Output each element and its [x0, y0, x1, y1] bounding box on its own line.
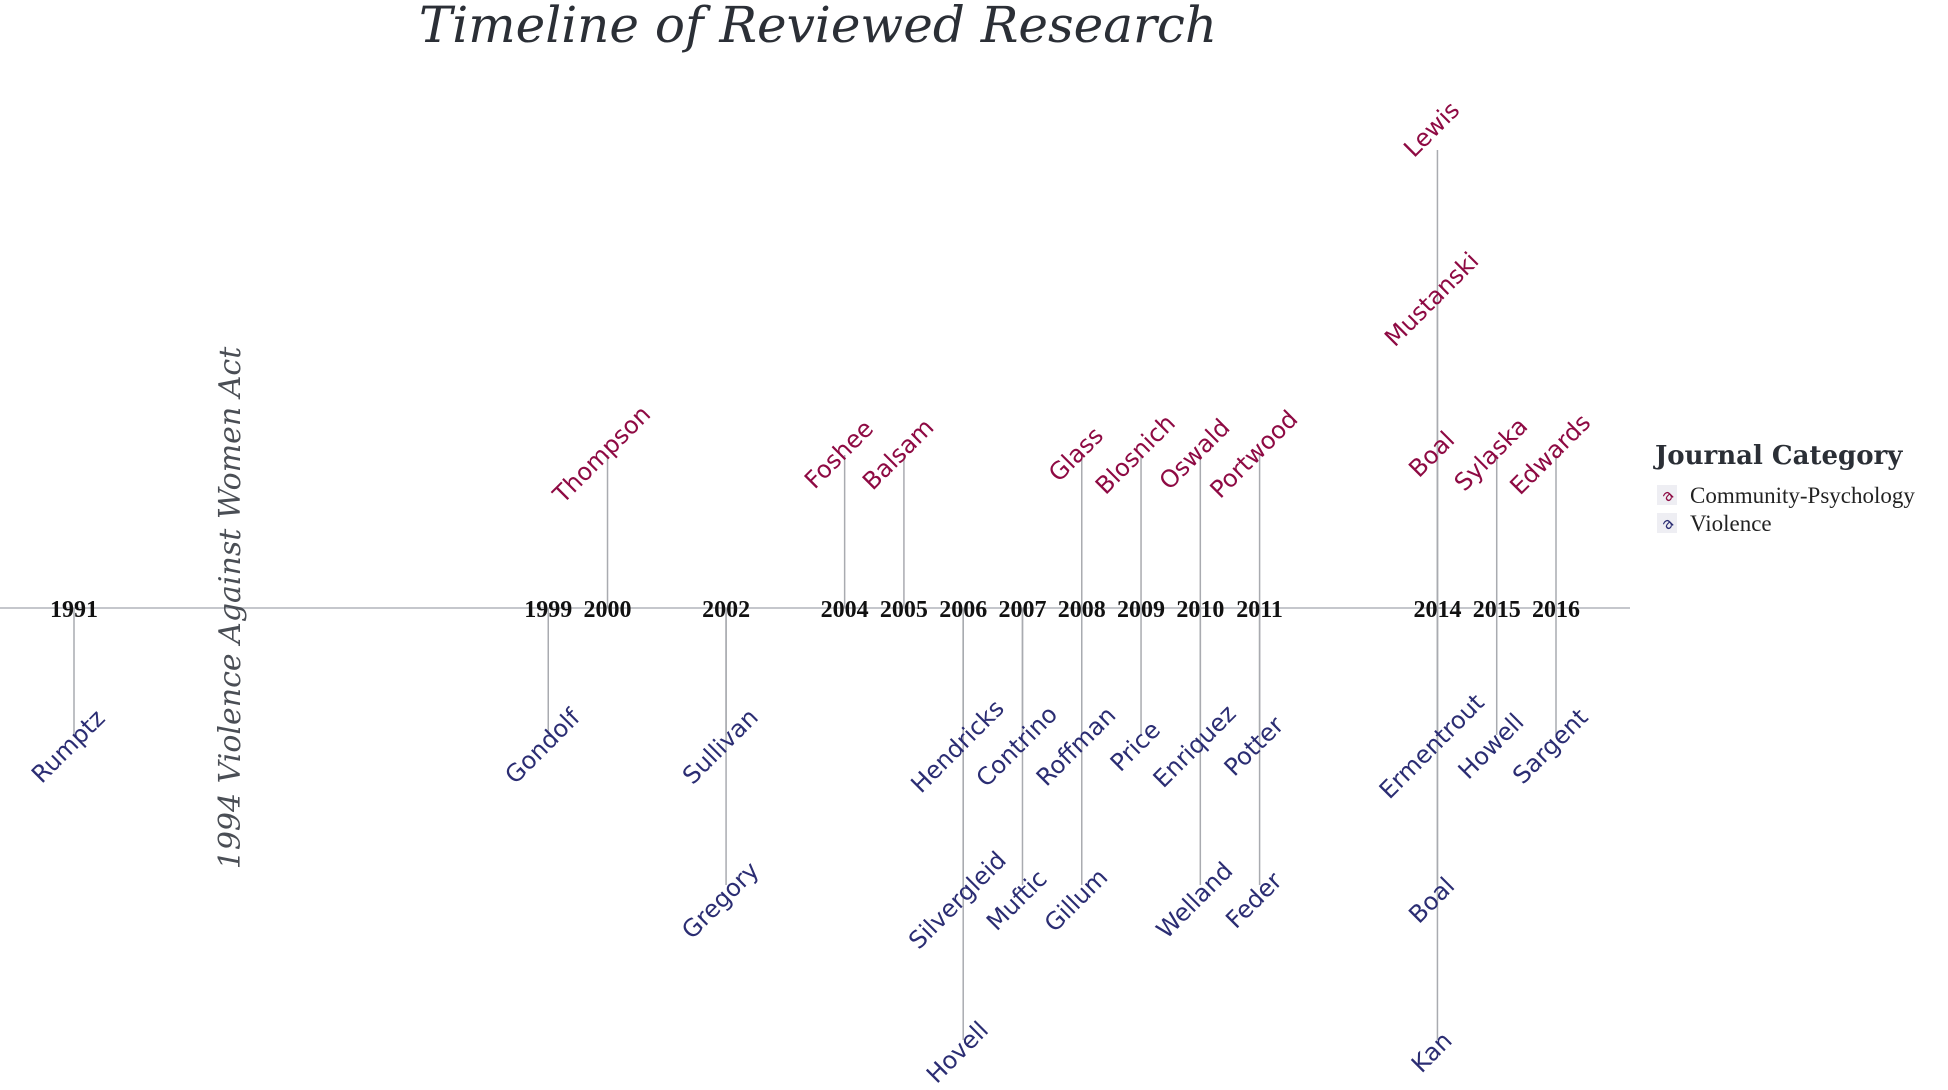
study-label-thompson-2000: Thompson: [547, 400, 656, 509]
year-label-2005: 2005: [880, 597, 928, 623]
year-labels-layer: 1991 1999 2000 2002 2004 2005 2006 2007 2008 2009…: [50, 597, 1580, 623]
study-label-sargent-2016: Sargent: [1507, 703, 1593, 789]
legend-swatch: [1657, 485, 1677, 505]
year-label-2015: 2015: [1473, 597, 1521, 623]
legend-title: Journal Category: [1653, 441, 1903, 471]
legend-swatch: [1657, 513, 1677, 533]
event-layer: 1994 Violence Against Women Act: [213, 346, 248, 869]
year-label-2008: 2008: [1058, 597, 1106, 623]
year-label-2014: 2014: [1413, 597, 1461, 623]
study-label-mustanski-2014: Mustanski: [1379, 247, 1484, 352]
year-label-2010: 2010: [1176, 597, 1224, 623]
study-label-gondolf-1999: Gondolf: [500, 703, 586, 789]
legend-label: Violence: [1690, 511, 1772, 536]
legend-entry-violence: a Violence: [1657, 511, 1772, 536]
year-label-2002: 2002: [702, 597, 750, 623]
year-label-2009: 2009: [1117, 597, 1165, 623]
year-label-1999: 1999: [524, 597, 572, 623]
year-label-2007: 2007: [998, 597, 1046, 623]
year-label-2011: 2011: [1236, 597, 1283, 623]
legend-label: Community-Psychology: [1690, 483, 1915, 508]
author-labels-layer: Rumptz GondolfThompsonSullivanGregoryFosh…: [26, 96, 1596, 1089]
study-label-rumptz-1991: Rumptz: [26, 704, 110, 788]
study-label-silvergleid-2006: Silvergleid: [903, 846, 1012, 955]
study-label-sullivan-2002: Sullivan: [677, 703, 764, 790]
study-label-lewis-2014: Lewis: [1398, 96, 1465, 163]
year-label-2004: 2004: [821, 597, 869, 623]
stems-layer: [73, 150, 1557, 1040]
study-label-gillum-2008: Gillum: [1039, 863, 1113, 937]
study-label-gregory-2002: Gregory: [676, 856, 764, 944]
year-label-2016: 2016: [1532, 597, 1580, 623]
year-label-1991: 1991: [50, 597, 98, 623]
chart-title: Timeline of Reviewed Research: [419, 0, 1217, 54]
study-label-hovell-2006: Hovell: [921, 1016, 994, 1089]
study-label-enriquez-2010: Enriquez: [1148, 699, 1242, 793]
event-label: 1994 Violence Against Women Act: [213, 346, 248, 869]
year-label-2006: 2006: [939, 597, 987, 623]
study-label-boal-2014: Boal: [1403, 872, 1460, 929]
study-label-kan-2014: Kan: [1406, 1026, 1458, 1078]
legend-entry-community-psychology: a Community-Psychology: [1657, 483, 1915, 508]
study-label-welland-2010: Welland: [1151, 857, 1238, 944]
legend-entries: a Community-Psychology a Violence: [1657, 483, 1915, 536]
year-label-2000: 2000: [584, 597, 632, 623]
legend: Journal Category a Community-Psychology a V…: [1653, 441, 1915, 536]
